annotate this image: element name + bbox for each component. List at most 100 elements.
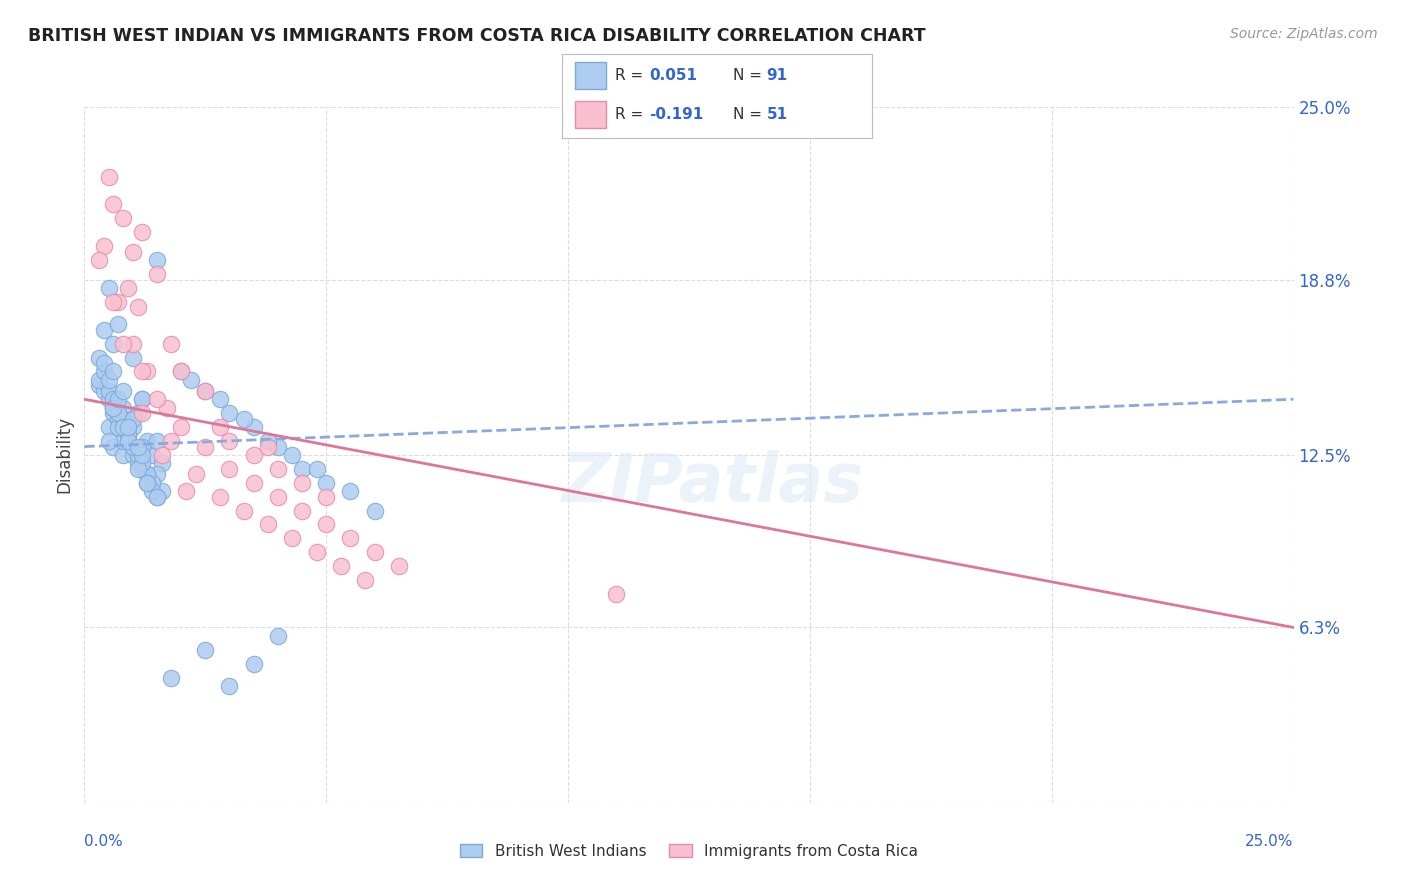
Point <box>233 503 256 517</box>
Point <box>170 420 193 434</box>
Point <box>281 532 304 546</box>
Point <box>150 456 173 470</box>
Point <box>93 364 115 378</box>
Point <box>174 484 197 499</box>
Point <box>103 197 125 211</box>
Point <box>112 211 135 226</box>
Text: Source: ZipAtlas.com: Source: ZipAtlas.com <box>1230 27 1378 41</box>
Text: 91: 91 <box>766 68 787 83</box>
Text: 25.0%: 25.0% <box>1246 834 1294 849</box>
Point <box>121 440 143 454</box>
Point <box>127 456 149 470</box>
Point <box>93 239 115 253</box>
Point <box>218 434 240 448</box>
Point <box>363 545 385 559</box>
Point <box>160 671 183 685</box>
Point <box>112 448 135 462</box>
Point <box>131 448 153 462</box>
Point <box>117 281 139 295</box>
Point <box>97 384 120 398</box>
Point <box>150 484 173 499</box>
Point <box>155 401 177 415</box>
Point <box>131 456 153 470</box>
Point <box>112 420 135 434</box>
Point <box>146 434 169 448</box>
Point <box>141 448 163 462</box>
Point <box>121 411 143 425</box>
Y-axis label: Disability: Disability <box>55 417 73 493</box>
Bar <box>575 101 606 128</box>
Point <box>103 336 125 351</box>
Point <box>87 253 110 268</box>
Point <box>107 411 129 425</box>
Text: R =: R = <box>614 68 643 83</box>
Point <box>117 434 139 448</box>
Point <box>194 384 217 398</box>
Point <box>121 448 143 462</box>
Point <box>131 462 153 476</box>
Point <box>97 420 120 434</box>
Point <box>242 420 264 434</box>
Point <box>97 169 120 184</box>
Point <box>291 503 314 517</box>
Point <box>315 475 337 490</box>
Point <box>242 475 264 490</box>
Point <box>97 392 120 407</box>
Point <box>107 406 129 420</box>
Point <box>131 392 153 407</box>
Point <box>127 448 149 462</box>
Point <box>121 336 143 351</box>
Point <box>141 484 163 499</box>
Point <box>354 573 377 587</box>
Point <box>93 356 115 370</box>
Point <box>103 392 125 407</box>
Point <box>127 406 149 420</box>
Point <box>136 467 159 482</box>
Point <box>267 629 290 643</box>
Point <box>103 406 125 420</box>
Point <box>121 351 143 365</box>
Point <box>184 467 207 482</box>
Point <box>112 411 135 425</box>
Text: R =: R = <box>614 107 643 122</box>
Point <box>257 440 280 454</box>
Point <box>291 475 314 490</box>
Point <box>97 281 120 295</box>
Text: 51: 51 <box>766 107 787 122</box>
Point <box>87 351 110 365</box>
Point <box>131 406 153 420</box>
Point <box>107 411 129 425</box>
Point <box>160 434 183 448</box>
Point <box>146 267 169 281</box>
Point <box>146 467 169 482</box>
Point <box>194 440 217 454</box>
Point <box>127 462 149 476</box>
Point <box>121 244 143 259</box>
Point <box>141 475 163 490</box>
Point <box>117 428 139 442</box>
Text: 0.051: 0.051 <box>650 68 697 83</box>
Point <box>107 317 129 331</box>
Point <box>146 490 169 504</box>
Point <box>194 642 217 657</box>
Point <box>121 411 143 425</box>
Point <box>388 559 411 574</box>
Point <box>305 545 328 559</box>
Point <box>131 225 153 239</box>
Point <box>291 462 314 476</box>
Point <box>257 517 280 532</box>
Text: 0.0%: 0.0% <box>84 834 124 849</box>
Point <box>117 428 139 442</box>
Point <box>131 364 153 378</box>
Point <box>194 384 217 398</box>
Point <box>218 679 240 693</box>
Point <box>150 448 173 462</box>
Point <box>267 490 290 504</box>
Point <box>257 434 280 448</box>
Point <box>97 434 120 448</box>
Point <box>170 364 193 378</box>
Point <box>117 420 139 434</box>
Point <box>233 411 256 425</box>
Point <box>218 462 240 476</box>
Point <box>112 401 135 415</box>
